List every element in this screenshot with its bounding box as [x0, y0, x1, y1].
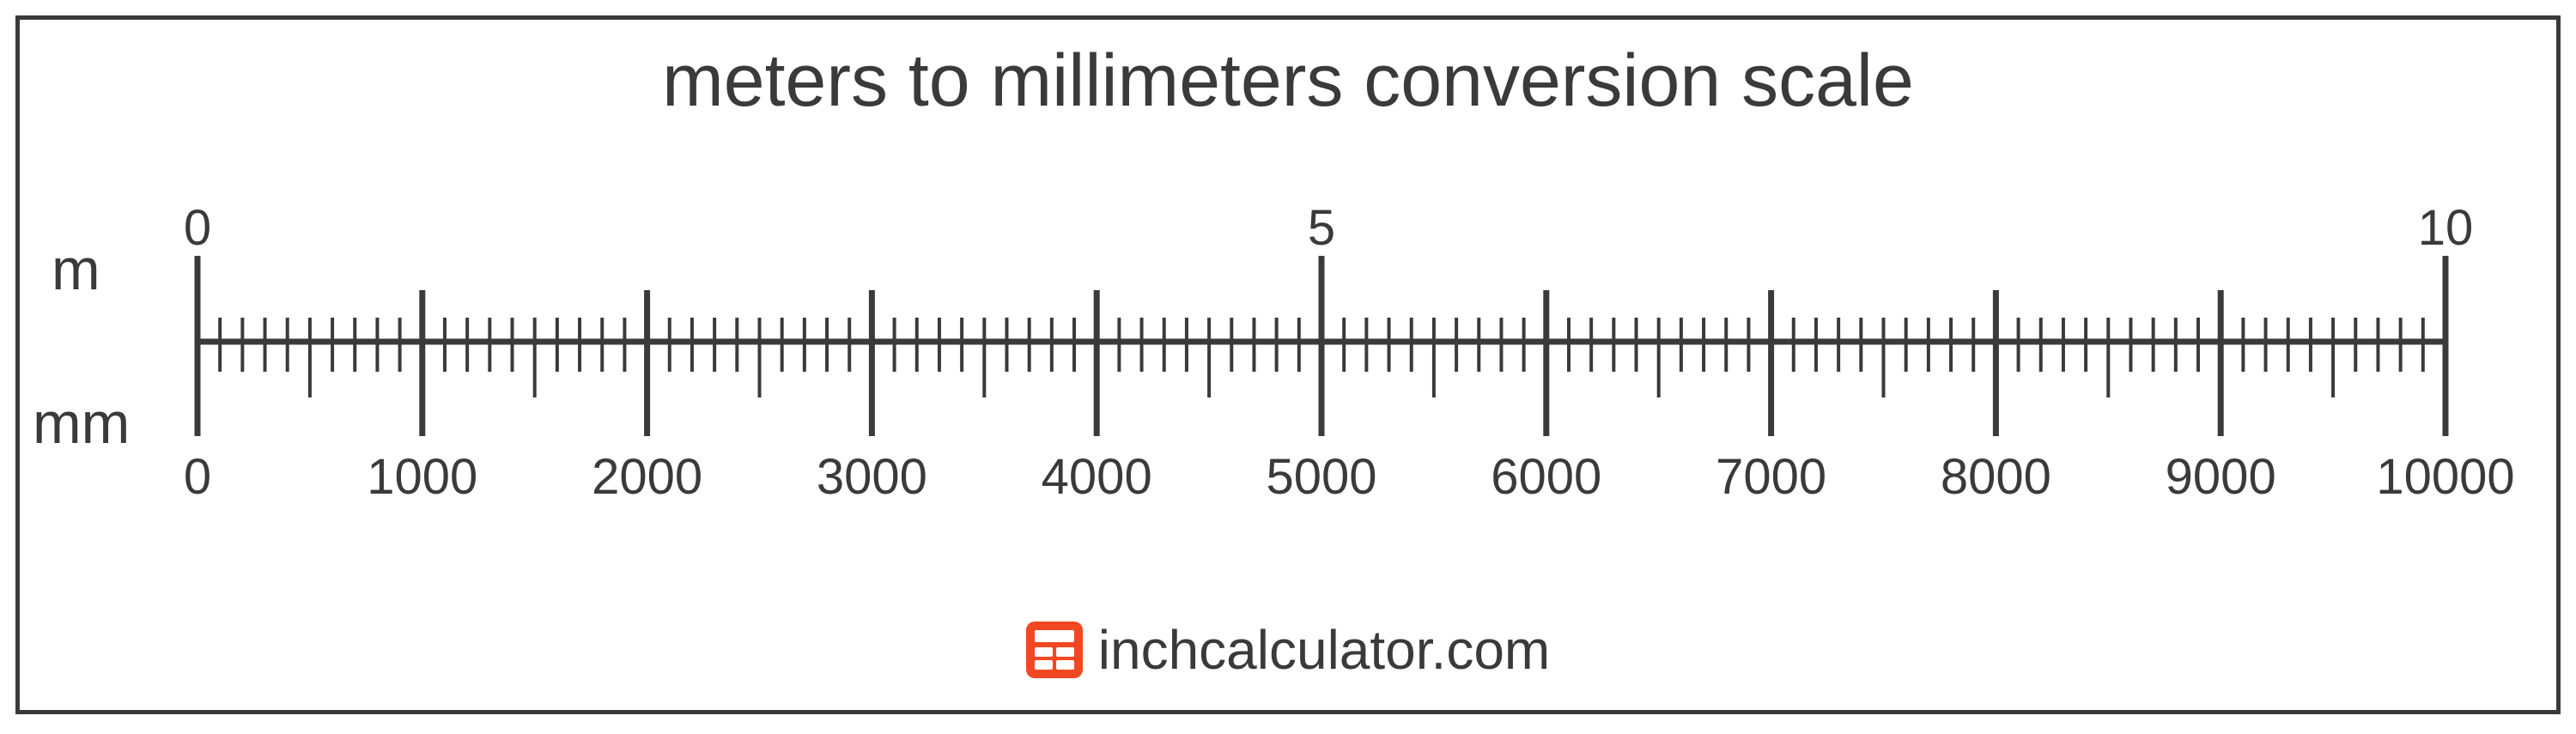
bottom-tick-label: 1000 [367, 448, 477, 506]
top-tick-label: 10 [2418, 199, 2474, 257]
bottom-tick-label: 10000 [2376, 448, 2514, 506]
bottom-tick-label: 3000 [817, 448, 927, 506]
calculator-icon [1026, 622, 1083, 678]
bottom-tick-label: 4000 [1042, 448, 1152, 506]
bottom-tick-label: 7000 [1716, 448, 1826, 506]
bottom-tick-label: 0 [184, 448, 211, 506]
bottom-tick-label: 5000 [1266, 448, 1376, 506]
bottom-tick-label: 9000 [2166, 448, 2276, 506]
top-tick-label: 5 [1308, 199, 1335, 257]
footer: inchcalculator.com [0, 618, 2576, 691]
bottom-tick-label: 6000 [1491, 448, 1601, 506]
footer-text: inchcalculator.com [1098, 618, 1550, 682]
bottom-tick-label: 2000 [592, 448, 702, 506]
top-tick-label: 0 [184, 199, 211, 257]
bottom-tick-label: 8000 [1941, 448, 2051, 506]
